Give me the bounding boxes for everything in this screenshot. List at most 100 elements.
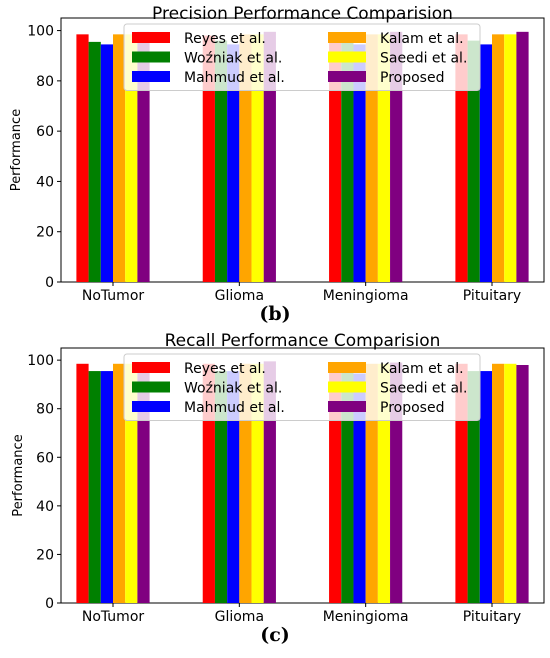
bar-notumor-1	[76, 363, 89, 603]
bar-meningioma-3	[353, 373, 366, 603]
y-tick-label: 100	[27, 24, 54, 40]
chart-title: Precision Performance Comparision	[152, 4, 453, 24]
bar-meningioma-3	[353, 44, 366, 283]
bar-notumor-5	[125, 34, 138, 282]
legend-swatch	[132, 401, 170, 412]
legend-swatch	[132, 381, 170, 393]
bar-glioma-3	[227, 44, 240, 283]
y-axis-label: Performance	[9, 109, 24, 191]
y-tick-label: 20	[36, 225, 54, 241]
legend-swatch	[132, 362, 170, 373]
bar-meningioma-2	[341, 371, 354, 603]
bar-glioma-2	[214, 371, 228, 603]
legend-label: Saeedi et al.	[380, 51, 467, 67]
legend-box	[123, 353, 481, 421]
bar-glioma-2	[214, 40, 228, 282]
legend-swatch	[132, 32, 170, 43]
legend-swatch	[132, 71, 170, 82]
legend: Reyes et al. Woźniak et al. Mahmud et al. K…	[123, 23, 481, 91]
legend-swatch	[328, 362, 366, 373]
bar-meningioma-1	[329, 35, 342, 282]
y-tick-label: 0	[45, 596, 54, 612]
y-tick-label: 40	[36, 499, 54, 515]
plot-frame	[60, 17, 545, 283]
bar-pituitary-3	[479, 44, 492, 283]
bar-meningioma-6	[390, 362, 403, 603]
bar-notumor-6	[137, 31, 150, 283]
y-axis-label: Performance	[11, 434, 26, 516]
bar-notumor-6	[137, 365, 150, 603]
bar-pituitary-5	[504, 363, 517, 603]
legend-label: Woźniak et al.	[184, 51, 282, 67]
bar-pituitary-2	[467, 371, 480, 603]
x-tick-label: NoTumor	[82, 288, 145, 304]
bar-glioma-5	[251, 34, 264, 282]
bar-pituitary-1	[455, 363, 468, 603]
legend-label: Proposed	[380, 400, 444, 416]
legend-swatch	[328, 51, 366, 63]
legend-label: Proposed	[380, 70, 444, 86]
bar-notumor-2	[88, 41, 101, 283]
bar-glioma-6	[263, 31, 276, 283]
legend-label: Reyes et al.	[184, 31, 266, 47]
x-tick-label: Pituitary	[463, 288, 521, 304]
chart-title: Recall Performance Comparision	[165, 331, 441, 351]
x-tick-label: NoTumor	[82, 609, 145, 625]
legend-swatch	[132, 51, 170, 63]
bar-pituitary-4	[492, 34, 505, 282]
bar-glioma-4	[239, 34, 252, 282]
panel-label-c: (c)	[260, 624, 290, 646]
bar-notumor-4	[113, 363, 126, 603]
chart-1: Precision Performance Comparision Perform…	[9, 4, 545, 304]
y-tick-label: 60	[36, 124, 54, 140]
bar-notumor-5	[125, 363, 138, 603]
legend-label: Woźniak et al.	[184, 381, 282, 397]
x-tick-label: Meningioma	[323, 288, 409, 304]
legend-swatch	[328, 381, 366, 393]
bar-glioma-6	[263, 361, 276, 603]
legend-box	[123, 23, 481, 91]
legend-swatch	[328, 32, 366, 43]
bar-pituitary-4	[492, 363, 505, 603]
legend-swatch	[328, 401, 366, 412]
bar-pituitary-2	[467, 40, 480, 282]
x-tick-label: Glioma	[215, 288, 264, 304]
bar-pituitary-6	[516, 31, 529, 283]
legend-swatch	[328, 71, 366, 82]
bar-notumor-3	[100, 44, 113, 283]
x-tick-label: Meningioma	[323, 609, 409, 625]
y-tick-label: 80	[36, 402, 54, 418]
bar-glioma-1	[202, 363, 215, 603]
legend-label: Saeedi et al.	[380, 381, 467, 397]
legend-label: Mahmud et al.	[184, 400, 285, 416]
bar-meningioma-6	[390, 31, 403, 283]
y-tick-label: 20	[36, 547, 54, 563]
bar-pituitary-3	[479, 371, 492, 603]
bar-meningioma-5	[377, 363, 391, 603]
legend-label: Kalam et al.	[380, 31, 464, 47]
bar-notumor-4	[113, 34, 126, 282]
bar-glioma-5	[251, 363, 264, 603]
bar-glioma-4	[239, 363, 252, 603]
legend: Reyes et al. Woźniak et al. Mahmud et al. K…	[123, 353, 481, 421]
bar-glioma-3	[227, 371, 240, 603]
bar-meningioma-5	[377, 34, 391, 282]
bar-meningioma-4	[365, 363, 378, 603]
bar-notumor-3	[100, 371, 113, 603]
y-tick-label: 60	[36, 450, 54, 466]
bar-pituitary-1	[455, 34, 468, 282]
x-tick-label: Pituitary	[463, 609, 521, 625]
bar-meningioma-4	[365, 34, 378, 282]
bar-notumor-1	[76, 34, 89, 282]
legend-label: Kalam et al.	[380, 361, 464, 377]
bar-meningioma-2	[341, 40, 354, 282]
plot-frame	[60, 347, 545, 604]
bar-pituitary-6	[516, 365, 529, 603]
legend-label: Mahmud et al.	[184, 70, 285, 86]
bar-pituitary-5	[504, 34, 517, 282]
y-tick-label: 100	[27, 353, 54, 369]
y-tick-label: 40	[36, 174, 54, 190]
bar-meningioma-1	[329, 363, 342, 603]
legend-label: Reyes et al.	[184, 361, 266, 377]
